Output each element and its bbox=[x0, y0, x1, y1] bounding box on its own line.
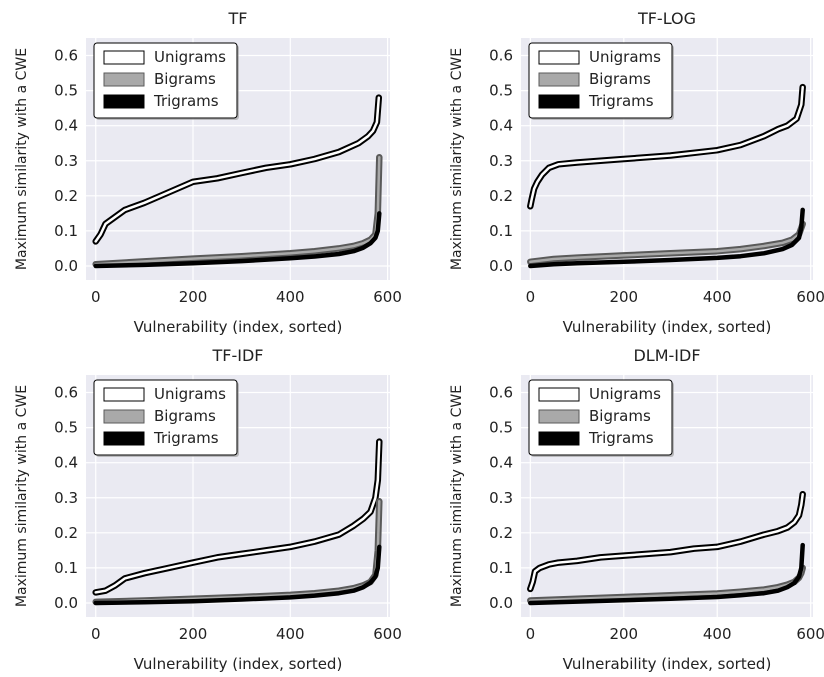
y-tick-label: 0.6 bbox=[54, 47, 78, 65]
x-tick-label: 600 bbox=[796, 625, 824, 643]
legend-label: Bigrams bbox=[154, 70, 216, 88]
x-axis-label: Vulnerability (index, sorted) bbox=[563, 318, 772, 336]
legend-label: Trigrams bbox=[153, 429, 219, 447]
series-line bbox=[529, 85, 804, 208]
y-tick-label: 0.5 bbox=[54, 419, 78, 437]
legend-label: Trigrams bbox=[588, 92, 654, 110]
series-line bbox=[94, 212, 381, 268]
x-tick-label: 600 bbox=[796, 288, 824, 306]
legend-swatch bbox=[538, 50, 580, 65]
x-tick-label: 200 bbox=[609, 625, 638, 643]
y-axis-label: Maximum similarity with a CWE bbox=[14, 385, 30, 607]
y-tick-label: 0.2 bbox=[489, 187, 513, 205]
y-tick-label: 0.3 bbox=[489, 489, 513, 507]
x-tick-label: 600 bbox=[373, 288, 402, 306]
y-tick-label: 0.6 bbox=[54, 384, 78, 402]
y-tick-label: 0.3 bbox=[489, 152, 513, 170]
y-axis-label: Maximum similarity with a CWE bbox=[449, 48, 465, 270]
legend-swatch bbox=[103, 387, 145, 402]
y-tick-label: 0.0 bbox=[489, 594, 513, 612]
x-tick-label: 0 bbox=[91, 625, 101, 643]
y-tick-label: 0.5 bbox=[489, 82, 513, 100]
y-tick-label: 0.0 bbox=[54, 594, 78, 612]
y-tick-label: 0.3 bbox=[54, 152, 78, 170]
x-axis-label: Vulnerability (index, sorted) bbox=[563, 655, 772, 673]
legend-label: Trigrams bbox=[153, 92, 219, 110]
y-tick-label: 0.4 bbox=[54, 117, 78, 135]
x-tick-label: 200 bbox=[609, 288, 638, 306]
series-line bbox=[529, 543, 804, 605]
x-tick-label: 400 bbox=[276, 625, 305, 643]
y-tick-label: 0.1 bbox=[54, 559, 78, 577]
series-line bbox=[94, 96, 381, 243]
series-line bbox=[94, 440, 381, 594]
legend-swatch bbox=[538, 409, 580, 424]
y-tick-label: 0.1 bbox=[489, 559, 513, 577]
y-tick-label: 0.2 bbox=[54, 187, 78, 205]
x-tick-label: 200 bbox=[179, 625, 208, 643]
series-line bbox=[529, 208, 804, 268]
x-tick-label: 600 bbox=[373, 625, 402, 643]
chart-panel: 0 200 400 600 0.0 0.1 0.2 0.3 0.4 0.5 0.6 TF-LOG Vul… bbox=[449, 9, 824, 336]
legend-swatch bbox=[538, 431, 580, 446]
legend-label: Unigrams bbox=[154, 48, 226, 66]
legend-swatch bbox=[103, 72, 145, 87]
y-tick-label: 0.2 bbox=[54, 524, 78, 542]
y-tick-label: 0.5 bbox=[54, 82, 78, 100]
y-tick-label: 0.4 bbox=[489, 117, 513, 135]
x-tick-label: 400 bbox=[276, 288, 305, 306]
legend-label: Unigrams bbox=[589, 48, 661, 66]
series-line bbox=[94, 545, 381, 605]
legend-swatch bbox=[538, 72, 580, 87]
legend-label: Unigrams bbox=[154, 385, 226, 403]
legend-swatch bbox=[103, 94, 145, 109]
y-tick-label: 0.1 bbox=[54, 222, 78, 240]
chart-panel: 0 200 400 600 0.0 0.1 0.2 0.3 0.4 0.5 0.6 TF Vulnera… bbox=[14, 9, 402, 336]
x-tick-label: 0 bbox=[526, 625, 536, 643]
panel-title: TF bbox=[228, 9, 248, 28]
legend-swatch bbox=[538, 94, 580, 109]
chart-panel: 0 200 400 600 0.0 0.1 0.2 0.3 0.4 0.5 0.6 TF-IDF Vul… bbox=[14, 346, 402, 673]
panel-title: TF-IDF bbox=[212, 346, 264, 365]
chart-panel: 0 200 400 600 0.0 0.1 0.2 0.3 0.4 0.5 0.6 DLM-IDF Vu… bbox=[449, 346, 824, 673]
legend-label: Trigrams bbox=[588, 429, 654, 447]
y-tick-label: 0.4 bbox=[489, 454, 513, 472]
y-tick-label: 0.4 bbox=[54, 454, 78, 472]
series-line bbox=[529, 222, 804, 264]
x-tick-label: 400 bbox=[703, 625, 732, 643]
legend-swatch bbox=[103, 50, 145, 65]
x-axis-label: Vulnerability (index, sorted) bbox=[134, 655, 343, 673]
y-tick-label: 0.3 bbox=[54, 489, 78, 507]
legend-swatch bbox=[103, 431, 145, 446]
series-line bbox=[529, 492, 804, 591]
x-tick-label: 200 bbox=[179, 288, 208, 306]
y-tick-label: 0.6 bbox=[489, 47, 513, 65]
legend-swatch bbox=[538, 387, 580, 402]
x-tick-label: 0 bbox=[91, 288, 101, 306]
legend-label: Bigrams bbox=[589, 407, 651, 425]
panel-title: DLM-IDF bbox=[633, 346, 700, 365]
y-axis-label: Maximum similarity with a CWE bbox=[449, 385, 465, 607]
y-tick-label: 0.2 bbox=[489, 524, 513, 542]
x-tick-label: 400 bbox=[703, 288, 732, 306]
x-axis-label: Vulnerability (index, sorted) bbox=[134, 318, 343, 336]
y-axis-label: Maximum similarity with a CWE bbox=[14, 48, 30, 270]
y-tick-label: 0.1 bbox=[489, 222, 513, 240]
x-tick-label: 0 bbox=[526, 288, 536, 306]
legend-label: Bigrams bbox=[589, 70, 651, 88]
y-tick-label: 0.5 bbox=[489, 419, 513, 437]
panel-title: TF-LOG bbox=[637, 9, 696, 28]
y-tick-label: 0.0 bbox=[54, 257, 78, 275]
legend-label: Bigrams bbox=[154, 407, 216, 425]
y-tick-label: 0.0 bbox=[489, 257, 513, 275]
y-tick-label: 0.6 bbox=[489, 384, 513, 402]
legend-label: Unigrams bbox=[589, 385, 661, 403]
legend-swatch bbox=[103, 409, 145, 424]
